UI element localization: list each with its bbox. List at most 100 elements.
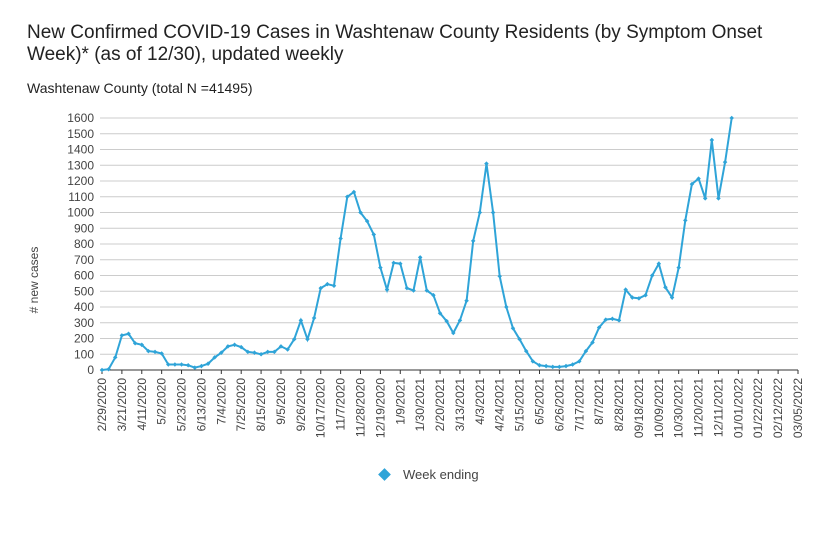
data-point[interactable] xyxy=(576,359,582,364)
data-point[interactable] xyxy=(417,255,423,260)
data-point[interactable] xyxy=(219,350,224,355)
x-tick-label: 6/5/2021 xyxy=(532,378,546,425)
data-point[interactable] xyxy=(470,238,476,244)
data-point[interactable] xyxy=(490,210,496,215)
data-point[interactable] xyxy=(683,218,688,223)
x-tick-label: 09/18/2021 xyxy=(632,378,646,438)
data-point[interactable] xyxy=(630,295,635,300)
x-tick-label: 8/28/2021 xyxy=(612,378,626,432)
data-point[interactable] xyxy=(590,340,595,345)
data-point[interactable] xyxy=(185,363,191,368)
data-point[interactable] xyxy=(709,137,715,143)
data-point[interactable] xyxy=(205,361,211,366)
data-point[interactable] xyxy=(563,363,569,369)
data-point[interactable] xyxy=(444,318,449,324)
data-point[interactable] xyxy=(656,261,662,266)
data-point[interactable] xyxy=(225,344,231,349)
data-point[interactable] xyxy=(424,288,430,293)
data-point[interactable] xyxy=(431,292,436,298)
data-point[interactable] xyxy=(497,274,502,279)
data-point[interactable] xyxy=(729,115,734,121)
data-point[interactable] xyxy=(523,348,529,354)
data-point[interactable] xyxy=(252,350,257,355)
data-point[interactable] xyxy=(318,285,324,291)
data-point[interactable] xyxy=(437,311,443,316)
data-point[interactable] xyxy=(543,363,549,369)
data-point[interactable] xyxy=(166,362,171,367)
data-point[interactable] xyxy=(159,351,164,356)
data-point[interactable] xyxy=(557,364,562,370)
data-point[interactable] xyxy=(398,261,403,266)
x-tick-label: 4/3/2021 xyxy=(473,378,487,425)
data-point[interactable] xyxy=(119,333,125,338)
gridlines xyxy=(100,117,798,371)
data-point[interactable] xyxy=(126,331,131,337)
data-point[interactable] xyxy=(596,325,602,330)
x-tick-label: 4/11/2020 xyxy=(135,378,149,431)
data-point[interactable] xyxy=(265,349,270,355)
data-point[interactable] xyxy=(451,330,456,336)
data-point[interactable] xyxy=(172,362,178,367)
data-point[interactable] xyxy=(411,288,416,293)
data-point[interactable] xyxy=(643,292,648,298)
data-point[interactable] xyxy=(391,260,396,266)
data-point[interactable] xyxy=(258,351,264,357)
data-point[interactable] xyxy=(99,367,105,373)
data-point[interactable] xyxy=(291,337,297,342)
x-tick-label: 3/21/2020 xyxy=(115,378,129,432)
x-tick-label: 2/29/2020 xyxy=(95,378,109,432)
data-point[interactable] xyxy=(530,359,536,364)
data-point[interactable] xyxy=(610,316,615,322)
data-point[interactable] xyxy=(623,287,628,292)
x-tick-label: 02/12/2022 xyxy=(771,378,785,438)
y-tick-label: 600 xyxy=(74,269,94,283)
data-point[interactable] xyxy=(603,317,609,322)
data-point[interactable] xyxy=(457,318,463,323)
chart-title: New Confirmed COVID-19 Cases in Washtena… xyxy=(27,22,763,65)
y-axis-label: # new cases xyxy=(27,247,41,314)
data-point[interactable] xyxy=(325,281,330,287)
data-point[interactable] xyxy=(199,363,204,369)
y-tick-label: 700 xyxy=(74,253,94,267)
data-point[interactable] xyxy=(179,362,184,367)
data-point[interactable] xyxy=(311,315,317,321)
data-point[interactable] xyxy=(378,265,383,270)
x-tick-label: 8/7/2021 xyxy=(592,378,606,425)
data-point[interactable] xyxy=(298,318,304,323)
data-point[interactable] xyxy=(212,355,217,360)
y-tick-label: 100 xyxy=(74,347,94,361)
data-point[interactable] xyxy=(285,347,290,352)
data-point[interactable] xyxy=(504,304,509,310)
data-point[interactable] xyxy=(152,349,158,355)
x-tick-label: 5/15/2021 xyxy=(513,378,527,432)
data-point[interactable] xyxy=(331,283,337,289)
data-point[interactable] xyxy=(477,210,483,215)
x-tick-label: 6/13/2020 xyxy=(194,378,208,432)
data-point[interactable] xyxy=(649,273,655,278)
data-point[interactable] xyxy=(537,363,542,368)
data-point[interactable] xyxy=(305,337,310,342)
data-point[interactable] xyxy=(636,296,642,301)
data-point[interactable] xyxy=(510,325,516,331)
series-week-ending xyxy=(99,115,734,373)
data-point[interactable] xyxy=(583,348,589,354)
data-point[interactable] xyxy=(550,364,556,370)
data-point[interactable] xyxy=(404,285,410,291)
data-point[interactable] xyxy=(272,349,277,355)
x-tick-label: 9/5/2020 xyxy=(274,378,288,425)
data-point[interactable] xyxy=(663,285,668,290)
data-point[interactable] xyxy=(192,365,198,370)
data-point[interactable] xyxy=(669,295,675,300)
y-tick-label: 300 xyxy=(74,316,94,330)
data-point[interactable] xyxy=(616,318,622,323)
data-point[interactable] xyxy=(351,189,357,195)
data-point[interactable] xyxy=(517,337,522,342)
data-point[interactable] xyxy=(338,236,343,241)
data-point[interactable] xyxy=(570,362,575,367)
data-point[interactable] xyxy=(676,265,681,270)
data-point[interactable] xyxy=(278,344,284,349)
data-point[interactable] xyxy=(464,298,469,303)
data-point[interactable] xyxy=(384,287,390,292)
data-point[interactable] xyxy=(722,159,728,165)
y-tick-label: 200 xyxy=(74,332,94,346)
